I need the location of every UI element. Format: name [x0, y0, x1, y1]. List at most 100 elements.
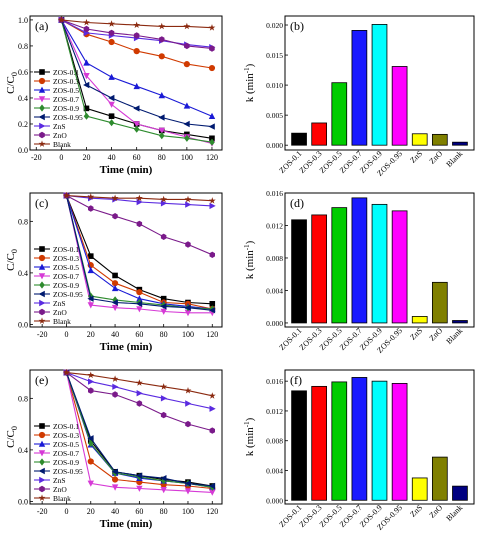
panel-label: (f): [290, 373, 302, 387]
data-point: [209, 45, 215, 52]
bar: [331, 207, 348, 324]
data-point: [88, 387, 94, 394]
x-tick-label: 120: [206, 507, 218, 516]
y-tick-label: 0.016: [266, 377, 283, 386]
data-point: [185, 400, 192, 407]
data-point: [87, 193, 95, 200]
legend-entry: ZOS-0.95: [53, 113, 83, 122]
bar: [351, 30, 368, 146]
data-point: [111, 284, 119, 292]
data-point: [136, 306, 143, 313]
bar: [391, 210, 408, 324]
bar: [311, 122, 328, 146]
data-point: [83, 73, 90, 80]
y-axis-label: C/C0: [5, 72, 19, 94]
y-tick-label: 1.0: [18, 16, 28, 25]
data-point: [209, 489, 216, 496]
panel-label: (d): [290, 196, 304, 210]
data-point: [63, 369, 70, 376]
data-point: [135, 379, 143, 386]
y-tick-label: 0.016: [266, 189, 283, 198]
data-point: [111, 468, 118, 475]
y-tick-label: 0.0: [18, 146, 28, 155]
data-point: [183, 22, 191, 30]
data-point: [87, 480, 94, 487]
data-point: [183, 102, 191, 109]
data-point: [136, 300, 143, 307]
legend-marker: [39, 104, 45, 112]
data-point: [111, 375, 119, 382]
data-point: [136, 485, 143, 492]
data-point: [133, 21, 141, 28]
x-tick-label: 80: [160, 330, 168, 339]
category-label: ZnO: [428, 149, 445, 166]
y-tick-label: 0.004: [266, 286, 283, 295]
data-point: [87, 435, 94, 442]
category-label: Blank: [444, 503, 464, 523]
legend-entry: ZOS-0.95: [53, 290, 83, 299]
bar: [452, 141, 468, 146]
y-tick-label: 0.008: [266, 254, 283, 263]
legend-marker: [38, 86, 46, 93]
legend-marker: [38, 440, 46, 447]
legend-marker: [38, 263, 46, 270]
data-point: [160, 487, 167, 494]
legend-entry: ZOS-0.7: [53, 95, 79, 104]
x-tick-label: 20: [82, 153, 90, 162]
legend-entry: ZOS-0.5: [53, 263, 79, 272]
data-point: [159, 132, 165, 140]
bar: [411, 133, 428, 146]
y-axis-label-main: C/C: [5, 76, 17, 94]
data-point: [83, 59, 90, 66]
y-tick-label: 0.000: [266, 319, 283, 328]
data-point: [160, 411, 167, 419]
data-point: [160, 195, 168, 203]
y-axis-label-close: ): [244, 63, 256, 67]
x-tick-label: 100: [182, 507, 194, 516]
x-tick-label: 20: [87, 507, 95, 516]
y-tick-label: 0.000: [266, 496, 283, 505]
x-tick-label: 40: [111, 507, 119, 516]
data-point: [183, 61, 190, 68]
legend-entry: ZOS-0.7: [53, 449, 79, 458]
data-point: [87, 266, 94, 274]
legend-marker: [39, 485, 45, 493]
x-tick-label: -20: [37, 330, 48, 339]
bar: [291, 132, 307, 146]
x-tick-label: 60: [135, 507, 143, 516]
legend-entry: ZOS-0.9: [53, 281, 79, 290]
bar: [331, 381, 348, 501]
data-point: [83, 105, 90, 112]
bar: [431, 456, 448, 501]
data-point: [208, 123, 215, 130]
data-point: [136, 295, 143, 302]
bar: [351, 197, 368, 324]
category-label: ZnO: [428, 503, 445, 520]
legend-entry: ZOS-0.1: [53, 422, 79, 431]
x-axis-label: Time (min): [100, 164, 153, 176]
data-point: [108, 94, 115, 102]
legend-entry: ZOS-0.1: [53, 68, 79, 77]
data-point: [83, 81, 90, 89]
data-point: [208, 392, 216, 399]
legend-marker: [38, 431, 46, 439]
data-point: [185, 241, 191, 248]
data-point: [108, 73, 115, 80]
y-tick-label: 0.2: [18, 120, 28, 129]
data-point: [87, 295, 94, 302]
legend-marker: [39, 281, 45, 289]
data-point: [208, 307, 216, 314]
y-axis-label-sub: 0: [10, 426, 19, 430]
category-label: Blank: [444, 326, 464, 346]
data-point: [209, 135, 215, 142]
data-point: [111, 194, 119, 202]
legend-entry: ZOS-0.3: [53, 431, 79, 440]
data-point: [111, 476, 119, 483]
data-point: [209, 405, 216, 412]
bar: [371, 380, 388, 501]
data-point: [184, 488, 192, 495]
legend-entry: ZOS-0.9: [53, 458, 79, 467]
data-point: [87, 302, 94, 309]
legend-entry: ZnO: [53, 131, 67, 140]
